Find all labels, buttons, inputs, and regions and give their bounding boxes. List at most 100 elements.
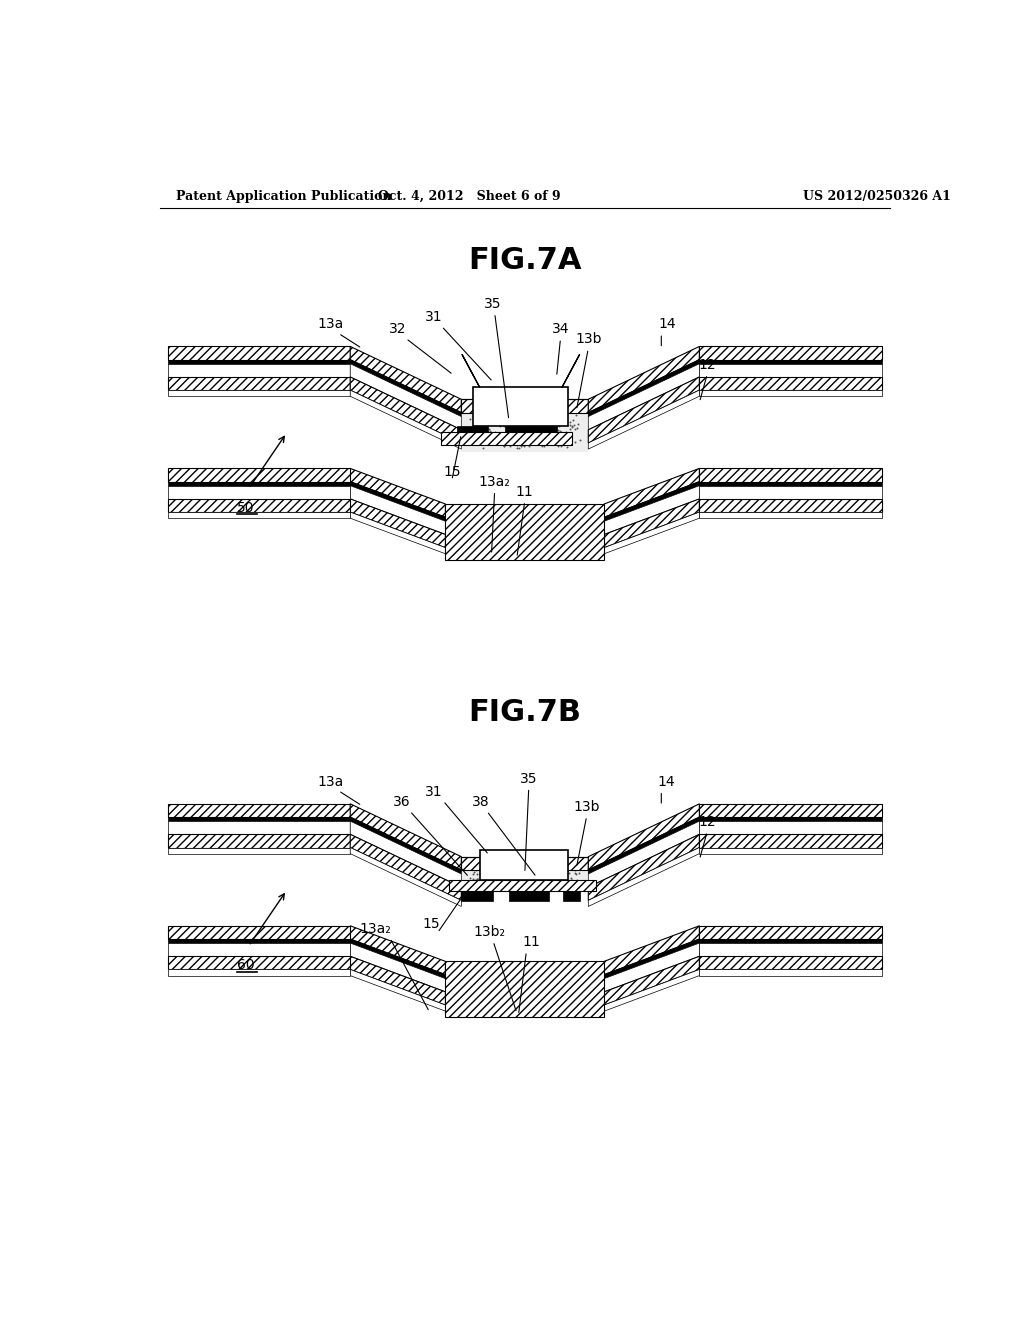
Point	[531, 432, 548, 453]
Point	[470, 871, 486, 892]
Point	[563, 870, 580, 891]
Point	[539, 867, 555, 888]
Point	[496, 397, 512, 418]
Point	[515, 433, 531, 454]
Point	[492, 414, 508, 436]
Point	[511, 863, 527, 884]
Point	[505, 871, 521, 892]
Point	[519, 395, 536, 416]
Point	[472, 870, 488, 891]
Point	[571, 397, 588, 418]
Point	[541, 433, 557, 454]
Point	[553, 436, 569, 457]
Point	[566, 418, 583, 440]
Polygon shape	[604, 486, 699, 535]
Point	[512, 436, 528, 457]
Polygon shape	[168, 956, 350, 969]
Text: 13a₂: 13a₂	[479, 475, 511, 488]
Point	[528, 403, 545, 424]
Point	[534, 867, 550, 888]
Point	[512, 866, 528, 887]
Point	[536, 411, 552, 432]
Point	[476, 862, 493, 883]
Point	[481, 418, 498, 440]
Polygon shape	[168, 847, 350, 854]
Point	[525, 416, 542, 437]
Polygon shape	[350, 346, 461, 412]
Point	[479, 851, 496, 873]
Polygon shape	[168, 512, 350, 519]
Point	[486, 395, 503, 416]
Point	[496, 436, 512, 457]
Text: 13b: 13b	[575, 333, 601, 346]
Point	[498, 425, 514, 446]
Point	[562, 870, 579, 891]
Point	[537, 395, 553, 416]
Point	[569, 397, 586, 418]
Point	[568, 863, 585, 884]
Point	[540, 866, 556, 887]
Text: 13b: 13b	[573, 800, 600, 814]
Point	[551, 870, 567, 891]
Text: 11: 11	[516, 484, 534, 499]
Polygon shape	[604, 939, 699, 978]
Polygon shape	[168, 482, 350, 486]
Point	[480, 404, 497, 425]
Polygon shape	[441, 432, 572, 445]
Point	[465, 874, 481, 895]
Point	[540, 865, 556, 886]
Point	[546, 870, 562, 891]
Point	[492, 425, 508, 446]
Point	[492, 409, 508, 430]
Point	[486, 874, 503, 895]
Point	[500, 432, 516, 453]
Point	[489, 861, 506, 882]
Point	[555, 433, 571, 454]
Point	[508, 424, 524, 445]
Point	[499, 863, 515, 884]
Polygon shape	[461, 399, 588, 412]
Point	[529, 875, 546, 896]
Point	[473, 854, 489, 875]
Point	[469, 869, 485, 890]
Point	[465, 869, 481, 890]
Point	[466, 426, 482, 447]
Point	[547, 863, 563, 884]
Point	[481, 870, 498, 891]
Point	[534, 855, 550, 876]
Point	[522, 400, 539, 421]
Point	[571, 871, 588, 892]
Point	[470, 850, 486, 871]
Point	[512, 874, 528, 895]
Point	[541, 850, 557, 871]
Point	[475, 859, 492, 880]
Point	[507, 399, 523, 420]
Point	[529, 854, 546, 875]
Point	[514, 866, 530, 887]
Point	[567, 859, 584, 880]
Point	[506, 863, 522, 884]
Point	[464, 393, 480, 414]
Polygon shape	[563, 891, 581, 902]
Polygon shape	[350, 956, 445, 1005]
Point	[512, 421, 528, 442]
Point	[466, 421, 482, 442]
Point	[550, 420, 566, 441]
Point	[527, 396, 544, 417]
Polygon shape	[699, 469, 882, 482]
Point	[485, 855, 502, 876]
Point	[529, 854, 546, 875]
Point	[555, 866, 571, 887]
Polygon shape	[168, 969, 350, 975]
Point	[570, 862, 587, 883]
Point	[565, 400, 582, 421]
Point	[562, 422, 579, 444]
Text: 35: 35	[484, 297, 502, 312]
Polygon shape	[168, 817, 350, 821]
Point	[469, 396, 485, 417]
Point	[504, 403, 520, 424]
Point	[475, 861, 492, 882]
Text: 12: 12	[698, 816, 716, 829]
Point	[544, 871, 560, 892]
Point	[477, 866, 494, 887]
